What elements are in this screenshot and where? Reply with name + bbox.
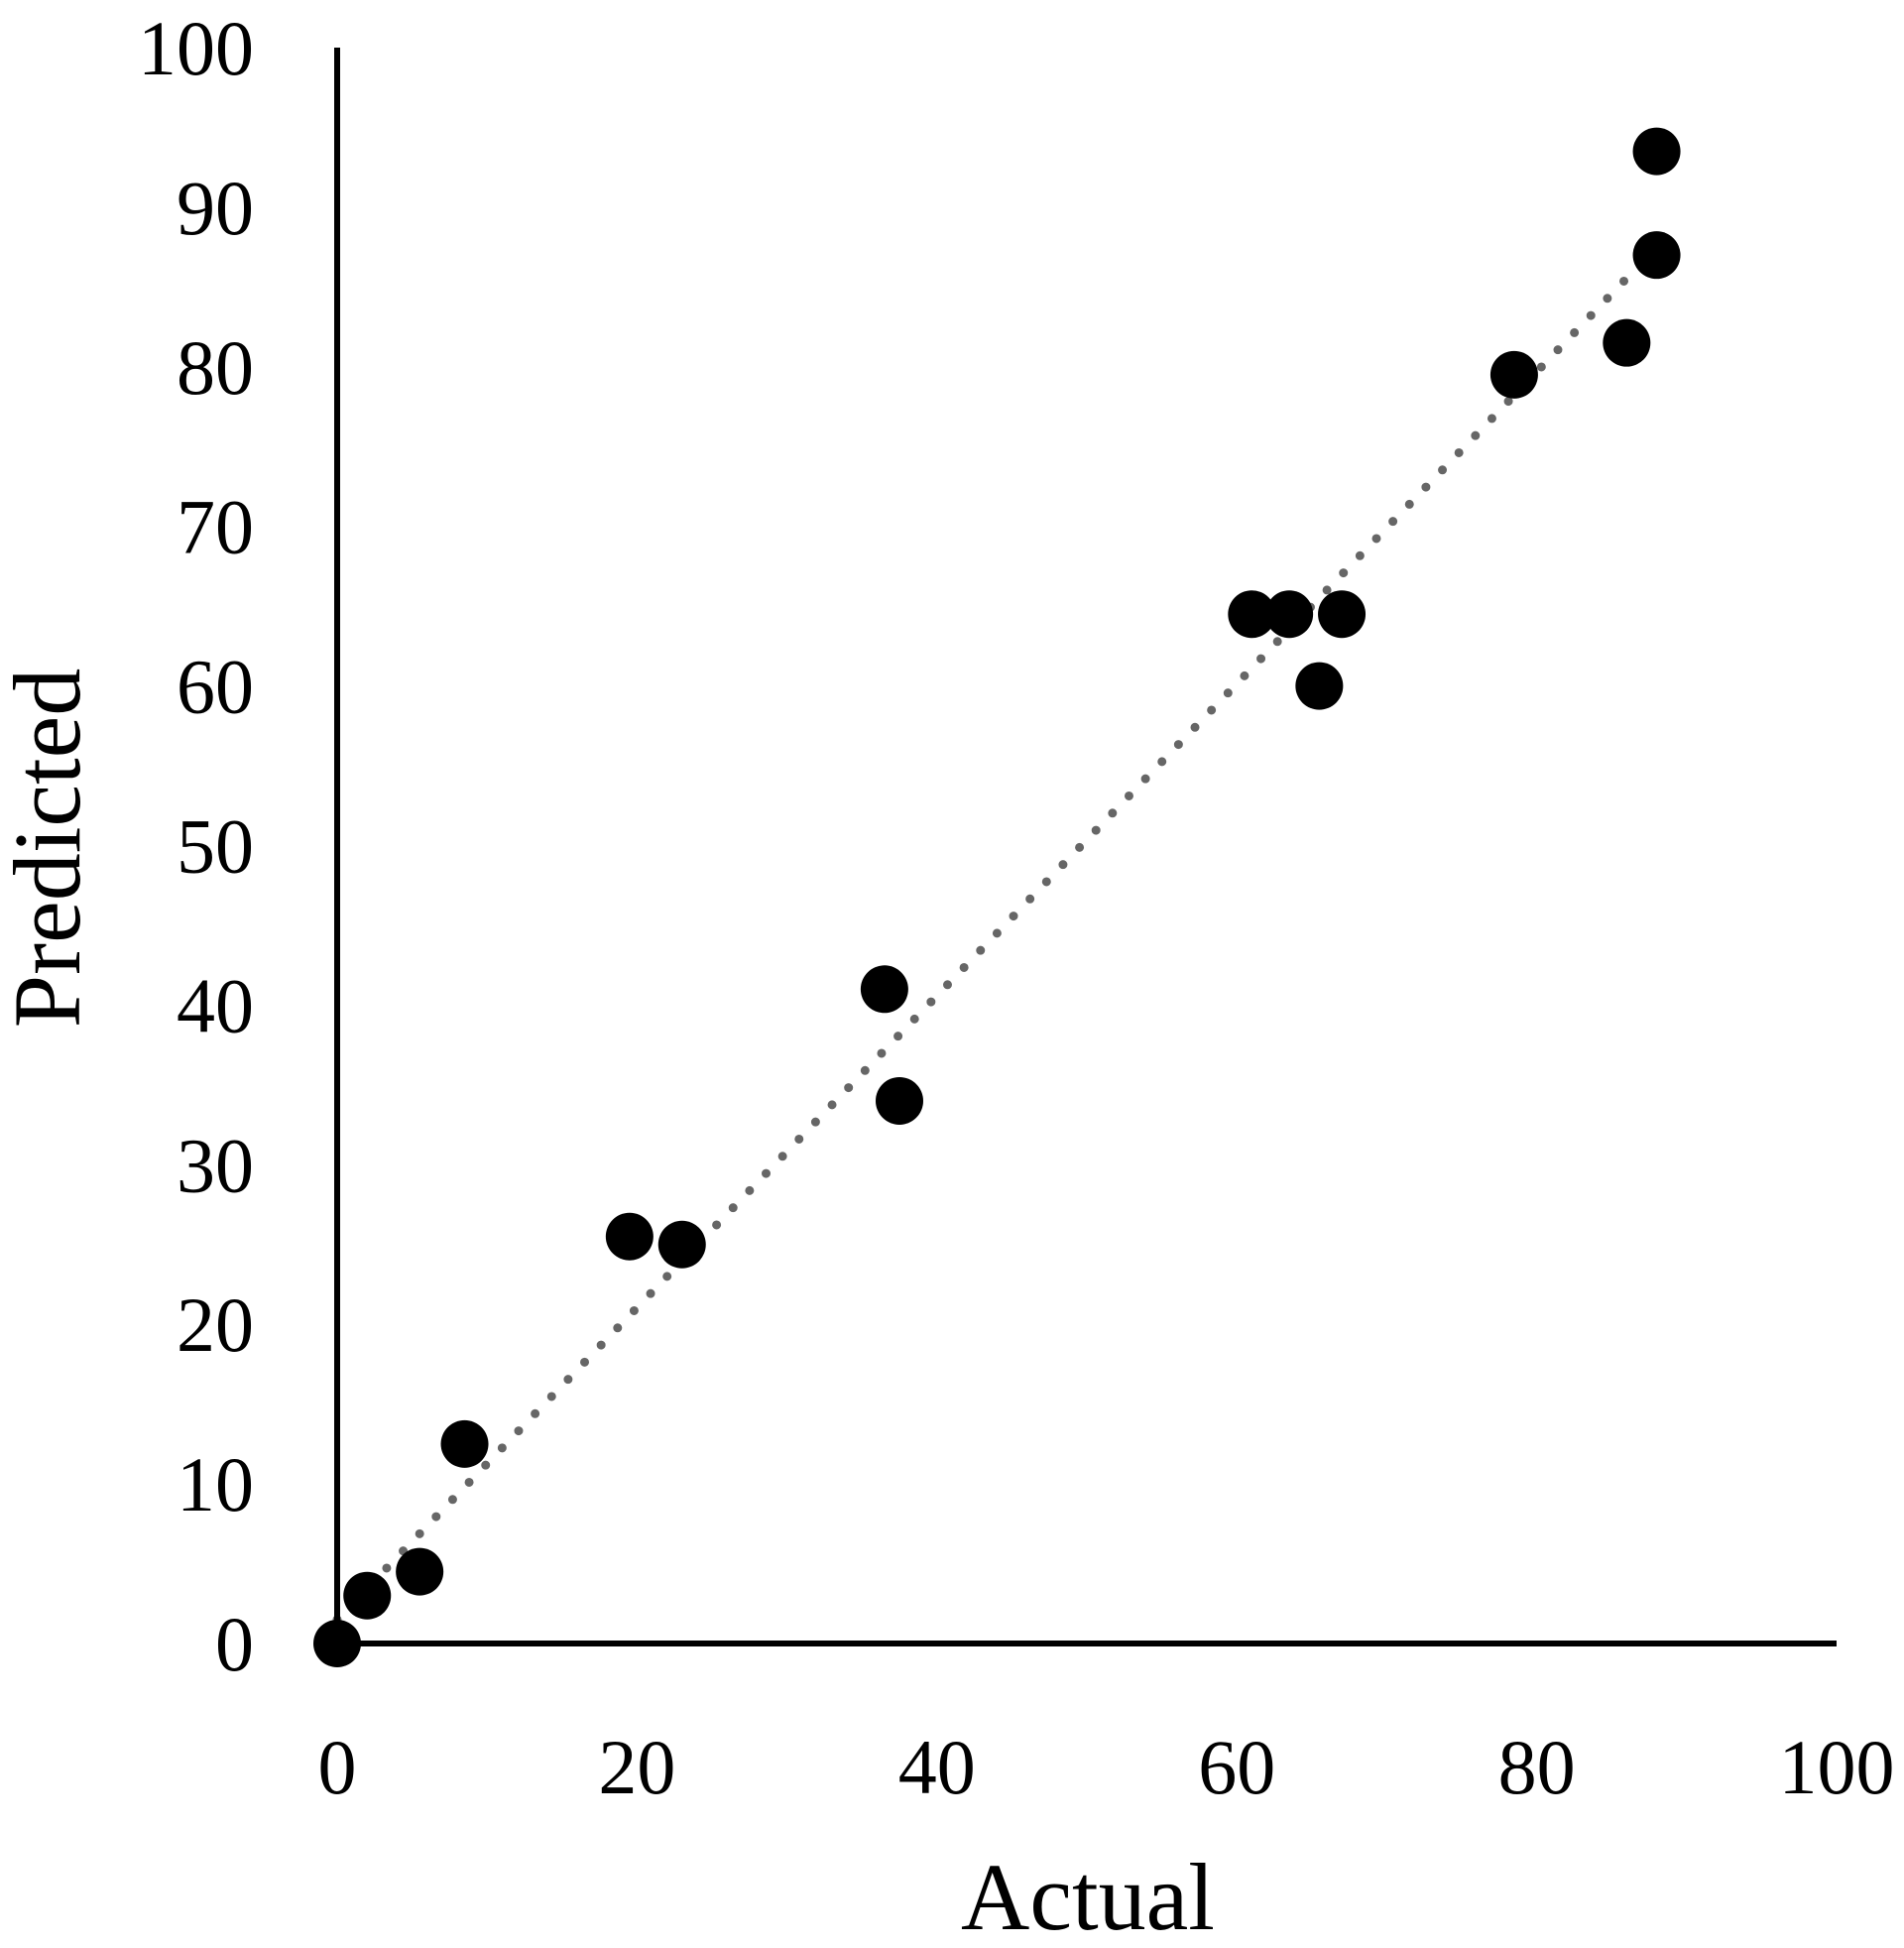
data-point	[343, 1571, 392, 1620]
y-tick-label: 100	[138, 5, 254, 91]
data-point	[1632, 231, 1681, 280]
data-point	[1295, 662, 1344, 710]
data-point	[396, 1547, 444, 1596]
y-tick-label: 80	[177, 324, 254, 411]
y-tick-label: 0	[215, 1601, 254, 1687]
x-tick-label: 60	[1198, 1724, 1275, 1810]
y-tick-label: 40	[177, 962, 254, 1048]
y-tick-label: 50	[177, 803, 254, 890]
data-point	[605, 1212, 654, 1261]
x-tick-label: 40	[898, 1724, 976, 1810]
data-point	[1632, 127, 1681, 176]
x-axis-title: Actual	[961, 1844, 1215, 1948]
points-layer	[313, 127, 1681, 1667]
data-point	[657, 1220, 706, 1269]
y-tick-labels: 0 10 20 30 40 50 60 70 80 90 100	[138, 5, 254, 1687]
y-tick-label: 10	[177, 1441, 254, 1527]
x-tick-labels: 0 20 40 60 80 100	[318, 1724, 1895, 1810]
x-tick-label: 100	[1779, 1724, 1895, 1810]
y-tick-label: 90	[177, 165, 254, 251]
x-tick-label: 0	[318, 1724, 357, 1810]
y-tick-label: 70	[177, 484, 254, 570]
data-point	[876, 1076, 923, 1125]
x-tick-label: 80	[1498, 1724, 1576, 1810]
y-tick-label: 30	[177, 1122, 254, 1208]
data-point	[440, 1419, 489, 1468]
x-tick-label: 20	[598, 1724, 675, 1810]
data-point	[1228, 590, 1276, 639]
data-point	[1318, 590, 1367, 639]
data-point	[1603, 318, 1651, 367]
data-point	[860, 965, 908, 1014]
trendline	[332, 242, 1662, 1625]
y-tick-label: 60	[177, 644, 254, 730]
y-axis-title: Predicted	[0, 669, 100, 1029]
y-tick-label: 20	[177, 1281, 254, 1368]
data-point	[1489, 350, 1538, 399]
data-point	[1265, 590, 1314, 639]
trendline-layer	[332, 242, 1662, 1625]
